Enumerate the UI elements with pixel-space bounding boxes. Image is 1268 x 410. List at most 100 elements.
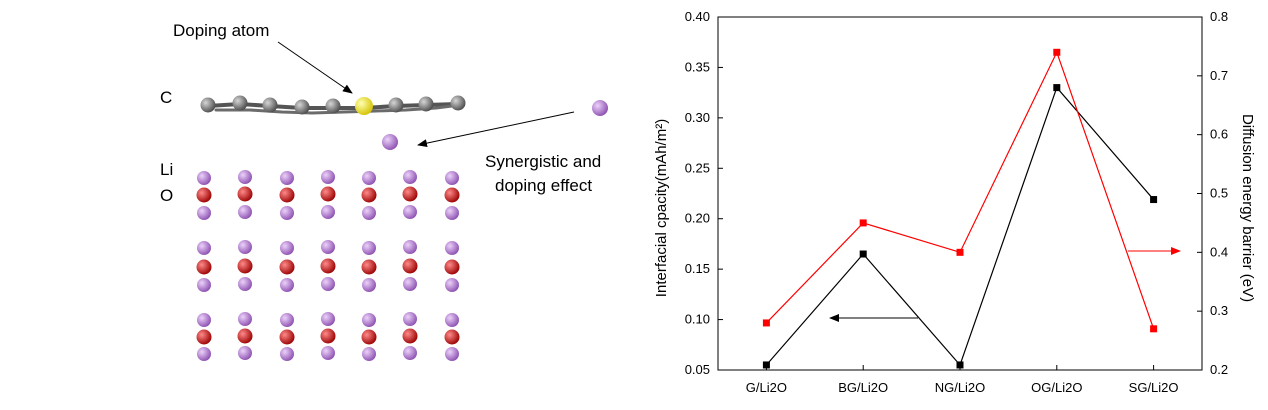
- lithium-atom: [362, 241, 376, 255]
- oxygen-atom: [444, 259, 460, 275]
- interfacial-capacity-line: [765, 86, 1155, 367]
- right-y-tick-label: 0.8: [1210, 9, 1228, 24]
- lithium-atom: [197, 347, 211, 361]
- diffusion-barrier-point: [956, 248, 964, 256]
- lithium-atom: [445, 241, 459, 255]
- left-y-tick-label: 0.35: [685, 59, 710, 74]
- lithium-atom: [197, 241, 211, 255]
- carbon-atom: [232, 95, 248, 111]
- oxygen-atom: [237, 186, 253, 202]
- synergistic-label: Synergistic and: [485, 152, 601, 171]
- right-y-tick-label: 0.2: [1210, 362, 1228, 377]
- lithium-atom: [445, 278, 459, 292]
- lithium-atom: [280, 206, 294, 220]
- left-y-tick-label: 0.40: [685, 9, 710, 24]
- lithium-atom: [362, 171, 376, 185]
- diffusion-barrier-point: [762, 319, 770, 327]
- plot-frame: [717, 16, 1203, 371]
- lithium-atom: [362, 206, 376, 220]
- doping-atom-label: Doping atom: [173, 21, 269, 40]
- incoming-lithium-atom: [592, 100, 608, 116]
- left-y-tick-label: 0.15: [685, 261, 710, 276]
- x-tick-label: OG/Li2O: [1031, 380, 1082, 395]
- oxygen-atom: [402, 328, 418, 344]
- lithium-atom: [445, 171, 459, 185]
- lithium-atom: [238, 205, 252, 219]
- oxygen-atom: [361, 259, 377, 275]
- interfacial-capacity-point: [1150, 196, 1158, 204]
- chart: 0.050.100.150.200.250.300.350.40 0.20.30…: [653, 9, 1256, 395]
- lithium-atom: [445, 313, 459, 327]
- right-y-tick-label: 0.5: [1210, 186, 1228, 201]
- oxygen-atom: [444, 329, 460, 345]
- free-lithium-atom: [382, 134, 398, 150]
- oxygen-atom: [196, 259, 212, 275]
- interfacial-capacity-point: [762, 361, 770, 369]
- lithium-atom: [321, 205, 335, 219]
- oxygen-atom: [279, 329, 295, 345]
- doping-effect-label: doping effect: [495, 176, 592, 195]
- lithium-atom: [197, 206, 211, 220]
- x-tick-label: BG/Li2O: [838, 380, 888, 395]
- oxygen-atom: [196, 187, 212, 203]
- left-y-tick-label: 0.25: [685, 160, 710, 175]
- graphene-sheet: [200, 95, 466, 115]
- lithium-atom: [445, 206, 459, 220]
- x-tick-label: NG/Li2O: [935, 380, 986, 395]
- oxygen-atom: [402, 186, 418, 202]
- left-y-tick-label: 0.20: [685, 211, 710, 226]
- lithium-atom: [238, 346, 252, 360]
- lithium-atom: [238, 277, 252, 291]
- lithium-atom: [403, 277, 417, 291]
- lithium-atom: [362, 278, 376, 292]
- lithium-atom: [321, 346, 335, 360]
- lithium-atom: [280, 171, 294, 185]
- lithium-atom: [321, 240, 335, 254]
- diffusion-barrier-point: [859, 219, 867, 227]
- right-y-axis: 0.2 0.3 0.4 0.5 0.6 0.7 0.8: [1197, 9, 1228, 377]
- right-y-axis-title: Diffusion energy barrier (eV): [1239, 114, 1256, 302]
- right-y-tick-label: 0.6: [1210, 127, 1228, 142]
- synergistic-arrow: [417, 111, 575, 148]
- diffusion-barrier-point: [1150, 325, 1158, 333]
- oxygen-label: O: [160, 186, 173, 205]
- right-y-tick-label: 0.3: [1210, 303, 1228, 318]
- carbon-atom: [262, 97, 278, 113]
- chart-series: [762, 48, 1158, 369]
- lithium-atom: [403, 170, 417, 184]
- lithium-atom: [280, 241, 294, 255]
- right-y-tick-label: 0.4: [1210, 244, 1228, 259]
- oxygen-atom: [196, 329, 212, 345]
- oxygen-atom: [320, 258, 336, 274]
- diffusion-barrier-point: [1053, 48, 1061, 56]
- diffusion-barrier-line: [765, 50, 1155, 330]
- atomic-structure: C Li O Doping atom Synergistic and dopin…: [160, 21, 608, 361]
- lithium-atom: [280, 313, 294, 327]
- lithium-atom: [403, 205, 417, 219]
- li2o-lattice: [196, 170, 460, 361]
- oxygen-atom: [279, 187, 295, 203]
- interfacial-capacity-point: [956, 361, 964, 369]
- lithium-atom: [445, 347, 459, 361]
- x-tick-label: SG/Li2O: [1129, 380, 1179, 395]
- carbon-atom: [388, 97, 404, 113]
- x-tick-label: G/Li2O: [746, 380, 787, 395]
- lithium-atom: [321, 312, 335, 326]
- lithium-label: Li: [160, 160, 173, 179]
- carbon-atom: [450, 95, 466, 111]
- carbon-atom: [294, 99, 310, 115]
- carbon-atom: [325, 98, 341, 114]
- lithium-atom: [197, 171, 211, 185]
- lithium-atom: [280, 278, 294, 292]
- lithium-atom: [403, 312, 417, 326]
- left-y-axis-title: Interfacial cpacity(mAh/m²): [653, 119, 670, 297]
- oxygen-atom: [320, 186, 336, 202]
- lithium-atom: [321, 170, 335, 184]
- x-axis: G/Li2O BG/Li2O NG/Li2O OG/Li2O SG/Li2O: [746, 365, 1179, 395]
- lithium-atom: [362, 347, 376, 361]
- lithium-atom: [238, 240, 252, 254]
- left-y-tick-label: 0.10: [685, 312, 710, 327]
- oxygen-atom: [361, 187, 377, 203]
- right-y-tick-label: 0.7: [1210, 68, 1228, 83]
